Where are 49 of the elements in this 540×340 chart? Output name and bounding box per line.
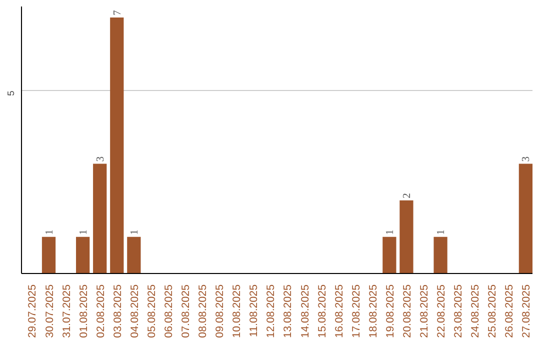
data-label: 2 xyxy=(402,193,413,198)
bar xyxy=(110,17,124,274)
x-tick-label: 05.08.2025 xyxy=(146,284,158,338)
x-tick-label: 20.08.2025 xyxy=(401,284,414,338)
x-tick-label: 18.08.2025 xyxy=(367,284,380,338)
x-tick-label: 30.07.2025 xyxy=(44,284,56,338)
data-label: 1 xyxy=(78,230,90,235)
x-tick-label: 21.08.2025 xyxy=(418,284,430,338)
x-tick-label: 27.08.2025 xyxy=(520,284,533,338)
bar xyxy=(518,164,532,274)
x-tick-label: 25.08.2025 xyxy=(486,284,499,338)
bar xyxy=(42,236,56,274)
x-tick-label: 13.08.2025 xyxy=(282,284,294,338)
x-tick-label: 09.08.2025 xyxy=(214,284,226,338)
y-tick-label: 5 xyxy=(6,90,16,96)
x-tick-label: 08.08.2025 xyxy=(197,284,210,338)
bar xyxy=(382,236,396,274)
x-tick-label: 02.08.2025 xyxy=(94,284,107,338)
x-tick-label: 31.07.2025 xyxy=(60,284,73,338)
bar xyxy=(93,164,107,274)
data-label: 1 xyxy=(129,230,140,235)
data-label: 1 xyxy=(44,230,56,235)
x-tick-label: 12.08.2025 xyxy=(265,284,278,338)
data-label: 3 xyxy=(95,156,106,162)
x-tick-label: 22.08.2025 xyxy=(436,284,448,338)
x-tick-label: 15.08.2025 xyxy=(316,284,328,338)
data-label: 1 xyxy=(436,230,448,235)
x-tick-label: 23.08.2025 xyxy=(452,284,465,338)
bar xyxy=(434,236,448,274)
x-tick-label: 24.08.2025 xyxy=(470,284,482,338)
data-label: 7 xyxy=(112,9,124,16)
x-tick-label: 16.08.2025 xyxy=(333,284,346,338)
x-tick-label: 03.08.2025 xyxy=(112,284,124,338)
x-tick-label: 29.07.2025 xyxy=(26,284,39,338)
bar xyxy=(400,200,414,274)
x-tick-label: 04.08.2025 xyxy=(128,284,141,338)
x-tick-label: 14.08.2025 xyxy=(299,284,312,338)
x-tick-label: 17.08.2025 xyxy=(350,284,362,338)
x-tick-label: 11.08.2025 xyxy=(248,284,260,338)
x-tick-label: 19.08.2025 xyxy=(384,284,396,338)
x-tick-label: 10.08.2025 xyxy=(231,284,244,338)
data-label: 3 xyxy=(521,156,532,162)
x-tick-label: 06.08.2025 xyxy=(162,284,175,338)
x-tick-label: 26.08.2025 xyxy=(504,284,516,338)
bar xyxy=(127,236,141,274)
x-tick-label: 07.08.2025 xyxy=(180,284,192,338)
data-label: 1 xyxy=(384,230,396,235)
x-tick-label: 01.08.2025 xyxy=(78,284,90,338)
bar xyxy=(76,236,90,274)
